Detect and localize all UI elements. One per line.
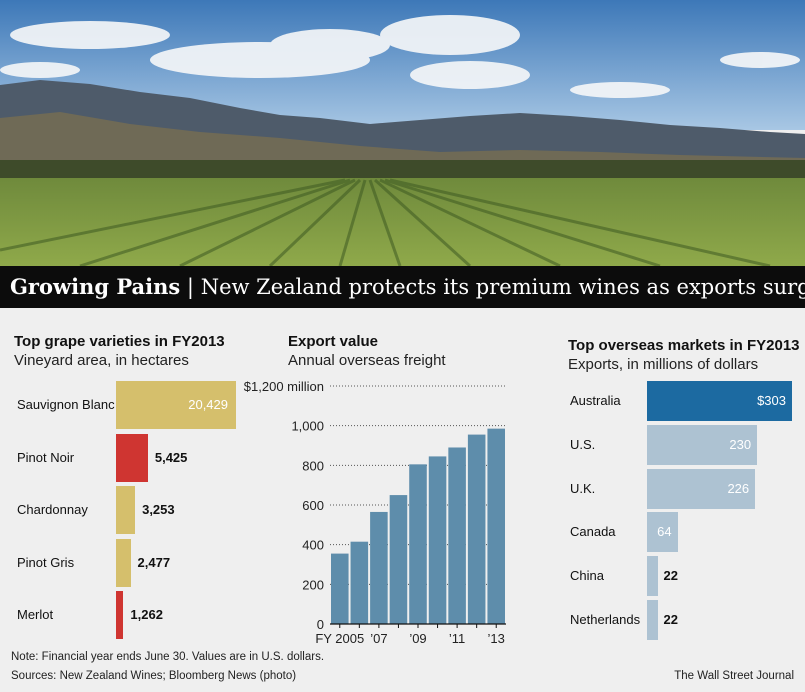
export-x-tick-label: ’13 [488, 631, 505, 646]
grape-bar [116, 433, 148, 482]
market-bar [647, 381, 792, 421]
grape-bar [116, 591, 124, 639]
export-y-tick-label: 600 [302, 498, 324, 513]
market-bar [647, 556, 658, 597]
grape-value-label: 3,253 [142, 502, 175, 517]
export-x-tick-label: FY 2005 [315, 631, 364, 646]
export-y-tick-label: 800 [302, 458, 324, 473]
export-y-tick-label: 200 [302, 577, 324, 592]
grape-value-label: 5,425 [154, 449, 188, 465]
grape-label: Merlot [17, 607, 54, 622]
export-bar [448, 447, 466, 624]
grape-label: Chardonnay [17, 502, 88, 517]
markets-chart-subtitle: Exports, in millions of dollars [568, 356, 759, 373]
market-bar [647, 512, 678, 553]
export-chart-title: Export value [288, 333, 379, 350]
market-bar [647, 600, 658, 640]
grapes-chart-subtitle: Vineyard area, in hectares [14, 352, 189, 369]
export-y-tick-label: 400 [302, 538, 324, 553]
export-bar [350, 541, 369, 624]
footer-sources: Sources: New Zealand Wines; Bloomberg Ne… [11, 670, 297, 682]
export-bar [487, 428, 505, 624]
grape-bar [116, 538, 131, 587]
market-bar [647, 424, 758, 465]
grape-value-label: 2,477 [137, 554, 171, 570]
export-chart-subtitle: Annual overseas freight [288, 352, 446, 369]
export-x-tick-label: ’07 [370, 631, 387, 646]
grape-label: Pinot Noir [17, 449, 75, 465]
grape-value-label: 1,262 [130, 607, 163, 622]
export-bar [389, 495, 408, 624]
headline-bar: Growing Pains | New Zealand protects its… [0, 266, 805, 308]
headline-title: Growing Pains [10, 274, 181, 299]
grape-bar [116, 486, 136, 534]
headline: Growing Pains | New Zealand protects its… [10, 274, 805, 299]
export-x-tick-label: ’09 [409, 631, 426, 646]
market-value-label: 22 [663, 612, 678, 627]
market-label: Canada [570, 524, 616, 540]
footer-note: Note: Financial year ends June 30. Value… [11, 651, 325, 663]
export-bar [428, 456, 447, 624]
market-value-label: 230 [729, 436, 752, 452]
grape-label: Pinot Gris [17, 554, 75, 570]
market-label: U.K. [570, 480, 596, 496]
markets-chart-title: Top overseas markets in FY2013 [568, 337, 800, 354]
market-value-label: $303 [757, 393, 786, 408]
clouds [0, 15, 800, 98]
export-y-tick-label: 0 [317, 617, 324, 632]
market-bar [647, 468, 756, 509]
grapes-chart-title: Top grape varieties in FY2013 [14, 333, 225, 350]
export-x-tick-label: ’11 [449, 631, 465, 646]
export-bar [409, 464, 427, 624]
market-label: China [570, 568, 604, 584]
vine-rows [0, 178, 771, 266]
headline-subtitle: New Zealand protects its premium wines a… [200, 275, 805, 299]
market-value-label: 22 [663, 568, 678, 584]
footer-credit: The Wall Street Journal [674, 670, 794, 682]
export-bar [370, 511, 388, 624]
market-label: Netherlands [570, 612, 641, 627]
export-bar [331, 553, 349, 624]
market-value-label: 226 [727, 480, 750, 496]
treeline [0, 160, 805, 180]
vineyard-photo [0, 0, 805, 266]
export-bar [467, 434, 486, 624]
grape-value-label: 20,429 [188, 397, 228, 412]
grape-label: Sauvignon Blanc [17, 397, 115, 412]
export-y-tick-label: $1,200 million [244, 379, 324, 394]
headline-separator: | [186, 275, 194, 299]
export-y-tick-label: 1,000 [291, 419, 324, 434]
grape-bar [116, 381, 236, 429]
market-label: U.S. [570, 436, 596, 452]
market-value-label: 64 [657, 524, 672, 540]
market-label: Australia [570, 393, 621, 408]
